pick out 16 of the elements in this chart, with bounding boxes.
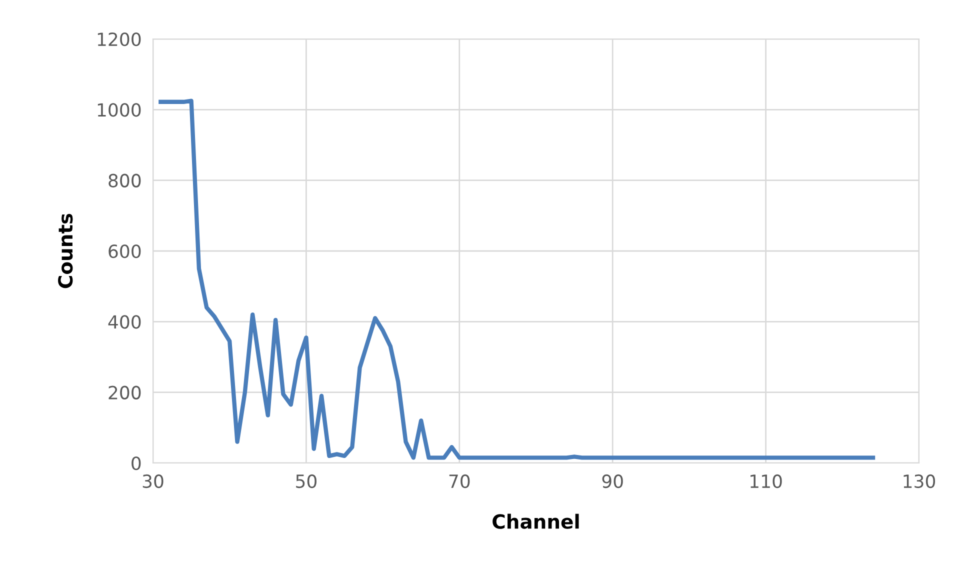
- x-tick-label: 90: [602, 474, 623, 488]
- x-axis-title: Channel: [492, 514, 579, 529]
- y-tick-label: 400: [108, 315, 141, 329]
- x-tick-label: 70: [449, 474, 470, 488]
- y-tick-label: 800: [108, 174, 141, 188]
- y-tick-label: 1200: [98, 32, 141, 46]
- y-axis-title: Counts: [58, 214, 73, 288]
- x-tick-label: 110: [750, 474, 782, 488]
- x-tick-label: 50: [296, 474, 316, 488]
- y-tick-label: 600: [108, 244, 141, 258]
- line-series: [158, 98, 876, 460]
- y-tick-label: 0: [132, 456, 141, 470]
- y-tick-label: 1000: [98, 103, 141, 117]
- x-tick-label: 130: [904, 474, 936, 488]
- x-tick-label: 30: [142, 474, 164, 488]
- y-tick-label: 200: [108, 386, 141, 400]
